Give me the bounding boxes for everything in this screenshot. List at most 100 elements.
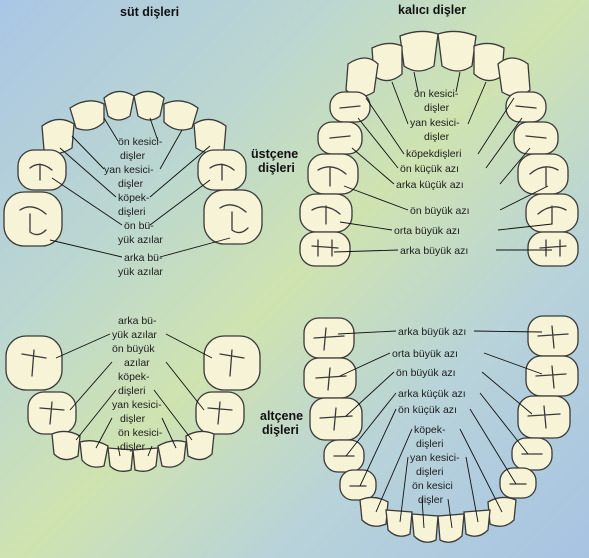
leader-line [95, 417, 177, 449]
leader-line [375, 428, 503, 513]
leader-line [351, 147, 531, 185]
lower-jaw-header-line1: altçene [260, 409, 303, 423]
tooth [107, 447, 134, 472]
leader-line [71, 129, 183, 170]
primary-upper-leader-lines [49, 117, 231, 258]
leader-line [337, 330, 543, 335]
leader-line [391, 81, 487, 125]
tooth-crease [313, 327, 345, 351]
permanent-lower-arch [303, 315, 579, 543]
primary-upper-labels: ön kesici- dişler yan kesici- dişler köp… [104, 136, 163, 278]
leader-line [59, 145, 211, 198]
primary-lower-leader-lines [55, 333, 213, 457]
tooth-crease [329, 135, 351, 139]
tooth-crease [537, 325, 569, 349]
tooth-crease [537, 205, 567, 225]
tooth-crease [29, 163, 53, 181]
tooth [345, 57, 379, 98]
tooth [499, 467, 537, 499]
tooth [359, 496, 389, 527]
label: arka büyük azı [398, 326, 466, 338]
primary-lower-arch [5, 335, 261, 472]
tooth [437, 30, 477, 72]
label: orta büyük azı [392, 348, 458, 360]
tooth-crease [339, 105, 361, 109]
leader-line [413, 71, 461, 93]
tooth [399, 30, 439, 72]
label: yan kesici- [104, 164, 154, 176]
tooth-crease [39, 401, 65, 425]
label: dişleri [118, 206, 145, 218]
tooth-crease [311, 239, 339, 257]
leader-line [399, 456, 479, 523]
tooth [5, 335, 63, 391]
tooth [527, 231, 579, 267]
label: dişler [424, 131, 450, 143]
tooth-crease [219, 204, 249, 234]
tooth [411, 513, 439, 543]
tooth [133, 90, 165, 121]
leader-line [421, 498, 453, 529]
label: dişler [120, 441, 146, 453]
label: azılar [124, 357, 150, 369]
tooth [163, 100, 199, 131]
label: dişleri [416, 438, 443, 450]
label: orta büyük azı [394, 225, 460, 237]
label: ön bü- [124, 220, 154, 232]
leader-line [49, 237, 231, 258]
label: ön büyük azı [410, 205, 470, 217]
tooth-crease [19, 206, 47, 236]
permanent-upper-arch [299, 30, 579, 267]
tooth [463, 509, 491, 537]
label: ön büyük azı [396, 367, 456, 379]
label: ön kesici [412, 480, 453, 492]
tooth [69, 100, 105, 131]
tooth [3, 191, 63, 247]
label: ön kesici- [118, 427, 163, 439]
tooth [132, 447, 159, 472]
label: yan kesici- [410, 117, 460, 129]
upper-jaw-header-line1: üstçene [251, 147, 298, 161]
label: dişler [118, 178, 144, 190]
tooth-crease [525, 135, 547, 139]
tooth-crease [311, 205, 341, 225]
label: dişler [120, 150, 146, 162]
tooth [525, 355, 579, 397]
label: ön kesici- [118, 136, 163, 148]
tooth-crease [319, 407, 353, 431]
tooth-crease [535, 365, 567, 389]
lower-jaw-header-line2: dişleri [262, 423, 299, 437]
primary-teeth-header: süt dişleri [120, 5, 179, 19]
permanent-lower-leader-lines [337, 330, 543, 529]
leader-line [343, 185, 549, 211]
tooth [513, 121, 559, 155]
tooth [203, 189, 263, 245]
leader-line [117, 445, 153, 457]
tooth [41, 118, 75, 155]
label: dişler [424, 102, 450, 114]
leader-line [69, 361, 205, 411]
leader-line [339, 221, 553, 231]
primary-upper-arch [3, 90, 263, 247]
label: arka küçük azı [398, 388, 466, 400]
permanent-upper-leader-lines [333, 71, 553, 253]
tooth [497, 57, 531, 98]
label: ön kesici- [414, 88, 459, 100]
tooth [371, 42, 403, 82]
label: köpekdişleri [406, 148, 461, 160]
leader-line [333, 249, 552, 253]
tooth [195, 391, 245, 435]
label: yan kesici- [410, 452, 460, 464]
tooth [17, 149, 67, 191]
label: köpek- [414, 424, 446, 436]
tooth [157, 440, 187, 468]
tooth [303, 357, 357, 399]
label: yan kesici- [112, 399, 162, 411]
tooth-crease [209, 163, 235, 181]
tooth [437, 513, 465, 543]
leader-line [365, 97, 515, 155]
leader-line [103, 117, 159, 142]
permanent-upper-labels: ön kesici- dişler yan kesici- dişler köp… [394, 88, 470, 257]
label: dişleri [416, 466, 443, 478]
